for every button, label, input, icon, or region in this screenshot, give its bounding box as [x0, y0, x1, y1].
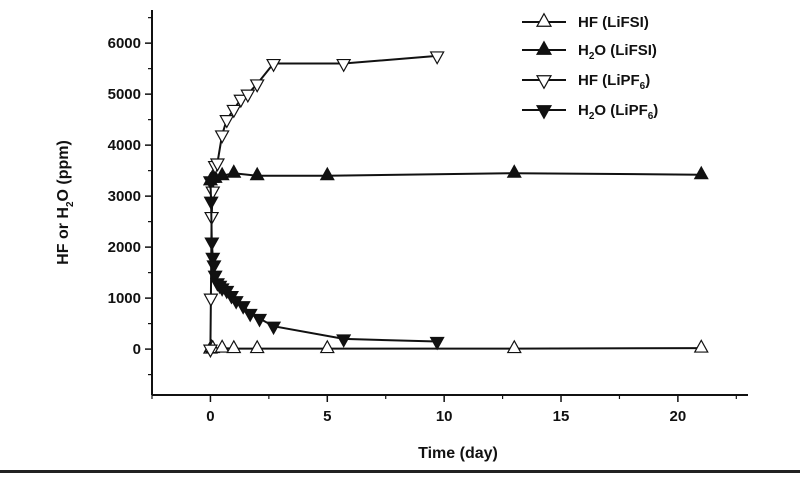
data-point-h2o-lipf6 [206, 260, 222, 274]
legend-entry-h2o-lifsi: H2O (LiFSI) [522, 40, 657, 62]
data-point-h2o-lifsi [319, 166, 335, 181]
data-point-h2o-lipf6 [207, 270, 223, 285]
data-point-hf-lifsi [214, 339, 230, 353]
legend-label: HF (LiFSI) [578, 14, 649, 31]
x-tick-label: 5 [323, 408, 331, 425]
data-point-hf-lifsi [506, 339, 522, 354]
chart-axes: 0 5 10 15 20 0 1000 2000 3000 4000 5000 6000 [108, 10, 748, 425]
data-point-hf-lipf6 [214, 130, 230, 144]
y-tick-label: 6000 [108, 35, 141, 52]
data-point-hf-lipf6 [336, 58, 352, 73]
series-line-hf-lifsi [209, 346, 702, 350]
y-tick-label: 3000 [108, 188, 141, 205]
data-point-h2o-lipf6 [204, 237, 220, 251]
data-point-h2o-lipf6 [429, 336, 445, 351]
data-point-h2o-lifsi [249, 166, 265, 181]
x-tick-label: 20 [670, 408, 687, 425]
x-tick-label: 10 [436, 408, 453, 425]
series-h2o-lifsi [202, 164, 709, 186]
bottom-divider [0, 470, 800, 473]
series-hf-lifsi [202, 338, 709, 354]
data-point-h2o-lipf6 [336, 334, 352, 348]
legend-entry-hf-lipf6: HF (LiPF6) [522, 72, 650, 92]
data-point-hf-lipf6 [205, 186, 221, 200]
legend-entry-h2o-lipf6: H2O (LiPF6) [522, 102, 658, 122]
x-tick-label: 15 [553, 408, 570, 425]
y-tick-label: 2000 [108, 239, 141, 256]
data-point-hf-lipf6 [240, 89, 256, 104]
series-hf-lipf6 [202, 51, 445, 359]
legend-label: HF (LiPF6) [578, 72, 650, 92]
x-axis-title: Time (day) [418, 445, 498, 462]
data-point-hf-lipf6 [226, 104, 242, 119]
data-point-hf-lifsi [319, 339, 335, 354]
series-h2o-lipf6 [202, 176, 445, 351]
data-point-hf-lifsi [226, 339, 242, 354]
y-tick-label: 5000 [108, 86, 141, 103]
data-point-h2o-lipf6 [202, 176, 218, 190]
y-tick-label: 1000 [108, 290, 141, 307]
legend-label: H2O (LiPF6) [578, 102, 658, 122]
legend-marker [535, 40, 553, 55]
legend-entry-hf-lifsi: HF (LiFSI) [522, 12, 649, 31]
series-line-h2o-lifsi [209, 172, 702, 182]
chart-legend: HF (LiFSI) H2O (LiFSI) HF (LiPF6) H2O (LiPF… [522, 12, 658, 122]
y-axis-title: HF or H2O (ppm) [55, 140, 76, 265]
data-point-hf-lifsi [249, 339, 265, 354]
data-point-hf-lipf6 [203, 293, 219, 308]
y-tick-label: 0 [133, 341, 141, 358]
data-point-h2o-lifsi [214, 166, 230, 181]
data-point-h2o-lifsi [226, 164, 242, 178]
data-point-h2o-lifsi [693, 165, 709, 180]
x-tick-label: 0 [206, 408, 214, 425]
data-point-h2o-lipf6 [251, 313, 268, 328]
series-line-h2o-lipf6 [209, 180, 438, 343]
legend-marker [535, 105, 553, 120]
data-point-hf-lipf6 [266, 58, 282, 73]
data-point-hf-lipf6 [202, 344, 218, 359]
legend-marker [535, 12, 553, 27]
chart-axis-titles: Time (day) HF or H2O (ppm) [55, 140, 498, 462]
data-point-hf-lipf6 [249, 79, 265, 93]
data-point-hf-lipf6 [209, 158, 225, 172]
legend-label: H2O (LiFSI) [578, 42, 657, 62]
data-point-h2o-lipf6 [203, 196, 219, 211]
chart-series-layer [202, 51, 709, 359]
y-tick-label: 4000 [108, 137, 141, 154]
data-point-h2o-lipf6 [205, 252, 221, 267]
data-point-h2o-lifsi [506, 164, 522, 178]
data-point-hf-lipf6 [233, 94, 249, 109]
data-point-h2o-lipf6 [235, 301, 251, 315]
data-point-hf-lifsi [693, 339, 709, 353]
data-point-hf-lipf6 [429, 51, 445, 65]
legend-marker [535, 75, 553, 90]
data-point-h2o-lipf6 [266, 321, 282, 336]
data-point-hf-lipf6 [219, 115, 235, 129]
